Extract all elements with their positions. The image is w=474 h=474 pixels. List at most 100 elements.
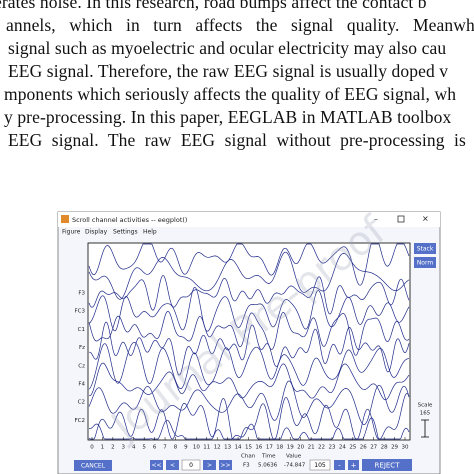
- nav-button[interactable]: [150, 460, 163, 470]
- minimize[interactable]: –: [374, 215, 378, 224]
- spacing-input[interactable]: [309, 459, 331, 471]
- reject-label: REJECT: [375, 462, 401, 470]
- x-tick-label: 0: [90, 445, 94, 451]
- readout-header: Chan: [241, 454, 256, 460]
- x-tick-label: 20: [297, 445, 304, 451]
- x-tick-label: 22: [318, 445, 325, 451]
- spacing-value: 105: [314, 462, 326, 469]
- x-tick-label: 26: [360, 445, 367, 451]
- channel-label: F3: [78, 291, 85, 297]
- x-tick-label: 24: [339, 445, 346, 451]
- readout-value: F3: [243, 463, 250, 469]
- x-tick-label: 6: [153, 445, 157, 451]
- eeg-trace: [89, 362, 410, 401]
- eeg-trace: [88, 380, 410, 425]
- x-tick-label: 18: [276, 445, 283, 451]
- text-line: EEG signal. Therefore, the raw EEG signa…: [8, 61, 449, 81]
- cancel-button[interactable]: [74, 460, 112, 471]
- channel-label: C2: [78, 400, 85, 406]
- norm-button[interactable]: [414, 257, 436, 268]
- x-tick-label: 19: [287, 445, 294, 451]
- x-tick-label: 9: [184, 445, 188, 451]
- x-tick-label: 7: [163, 445, 167, 451]
- text-line: EEG signal. The raw EEG signal without p…: [8, 130, 474, 150]
- text-line: erates noise. In this research, road bum…: [0, 0, 427, 12]
- eeg-trace: [88, 341, 410, 390]
- menu-item[interactable]: Help: [143, 229, 157, 236]
- x-tick-label: 11: [203, 445, 210, 451]
- nav-button[interactable]: [166, 460, 179, 470]
- app-icon: [61, 215, 69, 223]
- nav-label: >>: [220, 462, 230, 469]
- scale-label: Scale: [418, 403, 433, 409]
- eeg-trace: [88, 274, 410, 315]
- minus-label: -: [338, 462, 341, 470]
- nav-button[interactable]: [219, 460, 232, 470]
- channel-label: Cz: [78, 363, 85, 369]
- menu-item[interactable]: Display: [85, 229, 108, 236]
- x-tick-label: 1: [101, 445, 105, 451]
- x-tick-label: 4: [132, 445, 136, 451]
- nav-button[interactable]: [203, 460, 216, 470]
- plus-label: +: [351, 462, 357, 470]
- minus-button[interactable]: [334, 460, 345, 470]
- x-tick-label: 2: [111, 445, 115, 451]
- x-tick-label: 10: [193, 445, 200, 451]
- reject-button[interactable]: [362, 459, 412, 471]
- x-tick-label: 30: [402, 445, 409, 451]
- x-tick-label: 13: [224, 445, 231, 451]
- channel-label: FC3: [74, 309, 85, 315]
- x-tick-label: 27: [370, 445, 377, 451]
- time-input[interactable]: [181, 459, 201, 471]
- plus-button[interactable]: [348, 460, 359, 470]
- x-tick-label: 28: [381, 445, 388, 451]
- x-tick-label: 8: [174, 445, 178, 451]
- scale-bar: [421, 419, 429, 438]
- channel-label: Fz: [79, 345, 85, 351]
- nav-label: <: [170, 462, 175, 469]
- readout-header: Value: [286, 454, 302, 460]
- readout-header: Time: [261, 454, 276, 460]
- menu-item[interactable]: Figure: [62, 229, 81, 236]
- nav-label: <<: [151, 462, 161, 469]
- time-input-value: 0: [189, 462, 193, 469]
- eeg-trace: [89, 321, 410, 376]
- channel-label: FC2: [74, 418, 85, 424]
- text-line: signal such as myoelectric and ocular el…: [8, 38, 447, 58]
- x-tick-label: 25: [349, 445, 356, 451]
- eeg-trace: [88, 417, 410, 440]
- norm-label: Norm: [417, 260, 434, 267]
- menu-item[interactable]: Settings: [113, 229, 138, 236]
- cancel-label: CANCEL: [81, 463, 106, 470]
- x-tick-label: 15: [245, 445, 252, 451]
- title-bar: [58, 212, 440, 227]
- eeg-trace: [88, 286, 410, 332]
- x-tick-label: 3: [122, 445, 126, 451]
- channel-label: F4: [78, 382, 85, 388]
- text-line: annels, which in turn affects the signal…: [6, 15, 474, 35]
- x-tick-label: 29: [391, 445, 398, 451]
- scale-value: 165: [420, 411, 431, 417]
- eeg-trace: [88, 310, 410, 356]
- readout-value: 5.0636: [258, 463, 278, 469]
- text-line: mponents which seriously affects the qua…: [4, 84, 457, 104]
- maximize[interactable]: [397, 215, 405, 223]
- window-title: Scroll channel activities -- eegplot(): [72, 216, 187, 224]
- eeg-trace: [88, 251, 410, 300]
- x-tick-label: 5: [142, 445, 146, 451]
- stack-label: Stack: [417, 246, 434, 253]
- channel-label: C1: [78, 327, 85, 333]
- eeg-trace: [88, 392, 410, 440]
- nav-label: >: [207, 462, 212, 469]
- x-tick-label: 23: [328, 445, 335, 451]
- text-line: y pre-processing. In this paper, EEGLAB …: [4, 107, 452, 127]
- x-tick-label: 14: [235, 445, 242, 451]
- x-tick-label: 21: [308, 445, 315, 451]
- stack-button[interactable]: [414, 243, 436, 254]
- close[interactable]: ✕: [422, 215, 429, 224]
- x-tick-label: 12: [214, 445, 221, 451]
- x-tick-label: 17: [266, 445, 273, 451]
- x-tick-label: 16: [255, 445, 262, 451]
